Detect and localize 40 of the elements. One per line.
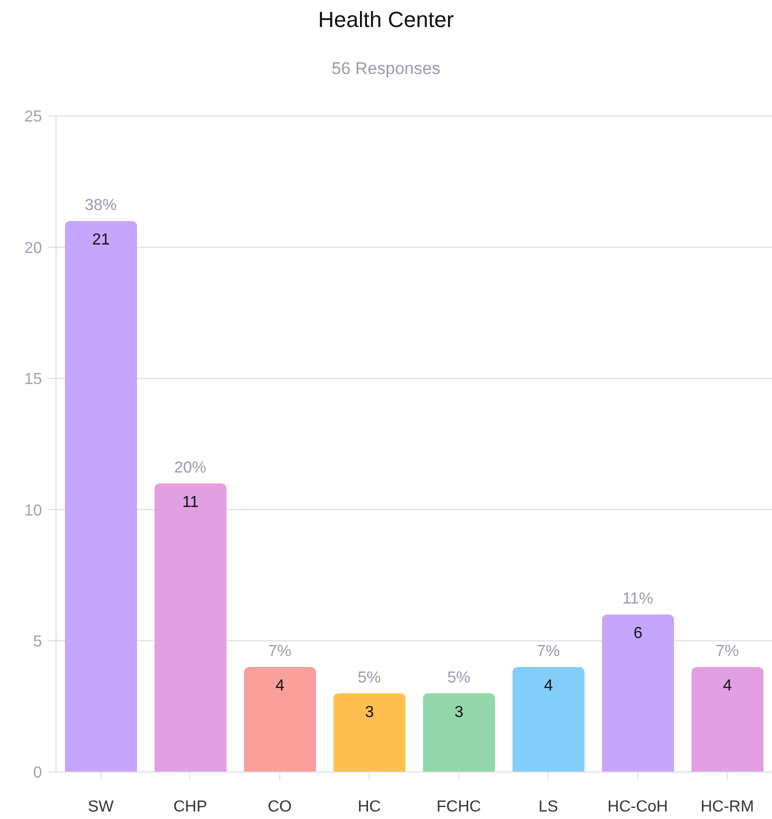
- bar: [334, 693, 406, 772]
- chart-subtitle: 56 Responses: [332, 58, 440, 80]
- y-tick-label: 5: [33, 633, 42, 650]
- x-tick-label: CO: [268, 798, 292, 816]
- x-tick-label: HC: [358, 798, 381, 816]
- data-label: 21: [92, 231, 110, 248]
- annotation: 20%: [174, 458, 206, 476]
- annotation: 5%: [358, 668, 381, 686]
- data-label: 4: [723, 678, 732, 695]
- annotation: 38%: [84, 196, 117, 214]
- y-tick-label: 0: [33, 764, 42, 782]
- data-label: 6: [634, 625, 643, 642]
- bar: [154, 483, 226, 772]
- x-tick-label: FCHC: [436, 798, 481, 816]
- data-label: 4: [544, 678, 554, 695]
- y-tick-label: 10: [24, 502, 42, 520]
- annotation: 7%: [716, 642, 739, 660]
- annotation: 7%: [536, 642, 560, 660]
- annotation: 5%: [447, 668, 470, 686]
- x-tick-label: HC-RM: [700, 798, 754, 816]
- data-label: 3: [454, 704, 464, 721]
- data-label: 4: [276, 678, 285, 695]
- data-label: 11: [182, 494, 199, 511]
- bar: [423, 693, 495, 772]
- y-tick-label: 20: [24, 240, 42, 257]
- data-label: 3: [365, 704, 374, 721]
- x-tick-label: CHP: [173, 798, 208, 816]
- bar: [65, 220, 137, 772]
- annotation: 11%: [622, 590, 654, 608]
- bar: [602, 614, 674, 772]
- x-tick-label: SW: [88, 798, 115, 816]
- x-tick-label: LS: [538, 798, 558, 816]
- chart-title: Health Center: [318, 6, 454, 34]
- y-tick-label: 15: [24, 371, 42, 388]
- x-tick-label: HC-CoH: [608, 798, 668, 816]
- bar: [244, 667, 316, 772]
- bar: [512, 667, 584, 772]
- bar: [692, 667, 764, 772]
- y-tick-label: 25: [24, 108, 42, 126]
- annotation: 7%: [268, 642, 292, 660]
